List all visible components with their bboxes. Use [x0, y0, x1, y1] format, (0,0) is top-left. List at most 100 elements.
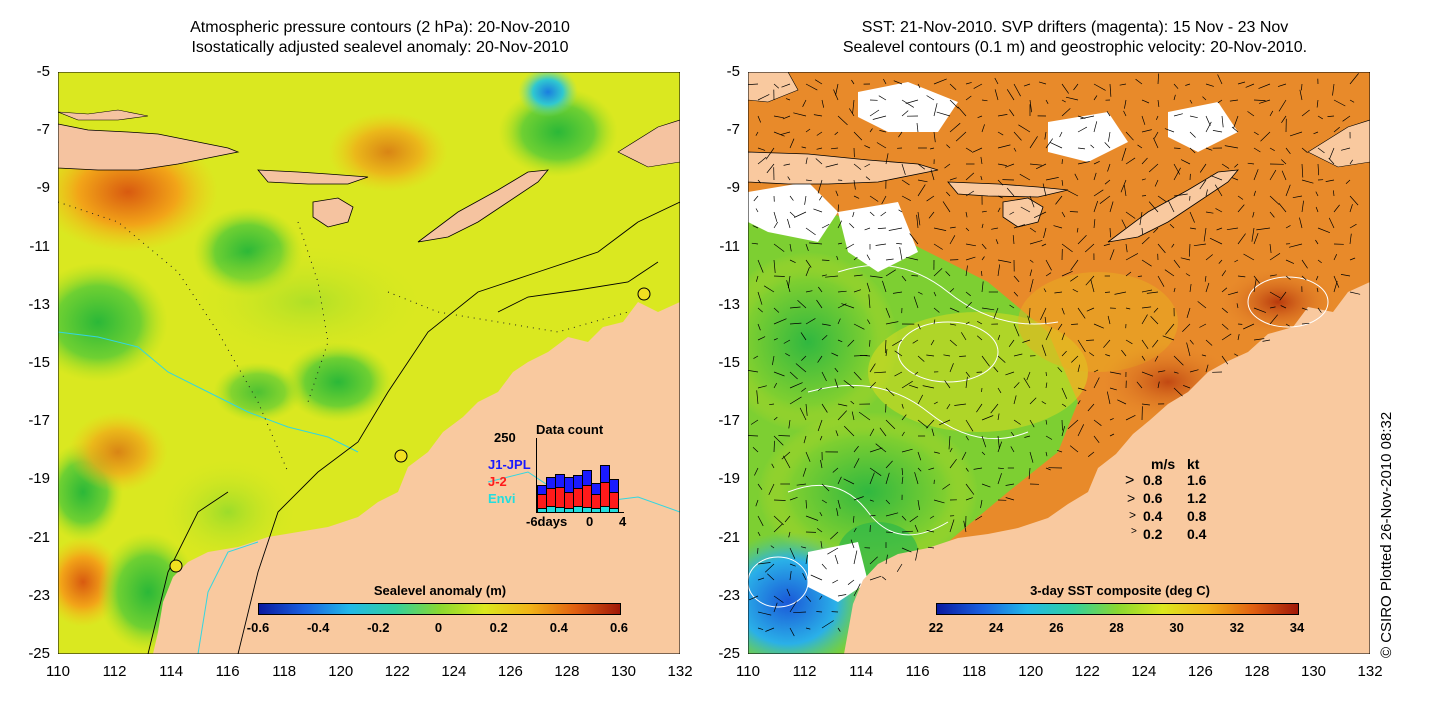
data-count-bar-segment	[546, 505, 556, 513]
velocity-arrow	[808, 242, 823, 245]
velocity-arrow	[896, 563, 903, 572]
velocity-arrow	[1006, 187, 1015, 197]
velocity-arrow	[1333, 254, 1338, 261]
velocity-arrow	[829, 531, 839, 540]
velocity-arrow	[869, 195, 879, 202]
velocity-arrow	[917, 467, 922, 472]
velocity-arrow	[851, 79, 855, 85]
data-count-legend-item: J-2	[488, 474, 507, 489]
velocity-arrow	[1043, 288, 1047, 293]
velocity-arrow	[850, 400, 855, 405]
velocity-arrow	[853, 323, 865, 330]
velocity-arrow	[961, 451, 967, 460]
velocity-arrow	[1005, 497, 1015, 501]
velocity-arrow	[764, 563, 775, 573]
velocity-arrow	[917, 83, 921, 89]
velocity-arrow	[1057, 323, 1063, 330]
velocity-arrow	[1135, 78, 1143, 85]
velocity-arrow	[917, 291, 923, 295]
velocity-arrow	[1157, 73, 1159, 85]
velocity-arrow	[1150, 315, 1159, 325]
y-tick-label: -7	[726, 121, 740, 139]
y-tick-label: -21	[28, 528, 50, 546]
velocity-arrow	[1173, 355, 1184, 366]
velocity-arrow	[789, 138, 795, 149]
x-tick-label: 116	[905, 663, 930, 680]
velocity-arrow	[837, 476, 842, 485]
velocity-arrow	[997, 387, 1002, 394]
velocity-arrow	[817, 355, 823, 363]
colorbar-tick-label: 0.6	[609, 620, 629, 635]
velocity-arrow	[1029, 136, 1038, 149]
velocity-arrow	[858, 411, 871, 421]
velocity-arrow	[1345, 179, 1351, 185]
velocity-arrow	[1285, 259, 1295, 264]
velocity-arrow	[981, 210, 987, 213]
velocity-arrow	[768, 483, 775, 496]
velocity-arrow	[805, 243, 809, 252]
data-count-bar-segment	[591, 507, 601, 513]
velocity-arrow	[817, 419, 823, 432]
velocity-arrow	[991, 227, 999, 230]
velocity-arrow	[1157, 99, 1160, 107]
colorbar-tick-label: -0.6	[246, 620, 270, 635]
velocity-arrow	[990, 403, 999, 414]
velocity-arrow	[901, 99, 914, 108]
velocity-arrow	[961, 332, 967, 341]
velocity-arrow	[794, 211, 807, 218]
velocity-arrow	[869, 556, 878, 565]
velocity-arrow	[917, 179, 928, 183]
velocity-arrow	[864, 163, 871, 168]
data-count-x-mid: 0	[586, 514, 594, 529]
velocity-arrow	[869, 211, 875, 217]
velocity-arrow	[1164, 128, 1175, 133]
x-tick-label: 122	[384, 663, 410, 680]
velocity-arrow	[1045, 382, 1048, 389]
velocity-arrow	[1215, 208, 1223, 213]
velocity-arrow	[1205, 364, 1209, 373]
velocity-arrow	[944, 163, 951, 169]
velocity-arrow	[993, 307, 999, 320]
velocity-arrow	[892, 339, 903, 347]
data-count-bar-segment	[555, 506, 565, 513]
velocity-arrow	[788, 419, 791, 429]
velocity-arrow	[882, 280, 887, 293]
velocity-arrow	[1069, 211, 1079, 213]
data-count-bar-segment	[582, 484, 592, 508]
velocity-arrow	[945, 271, 951, 277]
velocity-arrow	[933, 243, 943, 250]
velocity-arrow	[885, 387, 895, 396]
velocity-arrow	[789, 547, 796, 559]
velocity-arrow	[1173, 167, 1181, 181]
velocity-arrow	[869, 128, 873, 133]
velocity-arrow	[965, 190, 975, 197]
velocity-arrow	[1328, 217, 1335, 229]
y-tick-label: -25	[28, 645, 50, 662]
velocity-arrow	[981, 270, 983, 277]
velocity-arrow	[885, 419, 896, 430]
velocity-arrow	[1258, 83, 1271, 89]
velocity-arrow	[1152, 339, 1159, 348]
velocity-arrow	[997, 144, 1011, 149]
velocity-arrow	[1173, 371, 1179, 374]
velocity-arrow	[901, 179, 910, 186]
velocity-arrow	[914, 472, 919, 485]
velocity-arrow	[771, 463, 775, 469]
velocity-arrow	[901, 476, 904, 485]
velocity-arrow	[976, 403, 983, 413]
velocity-arrow	[1141, 289, 1153, 293]
velocity-arrow	[1121, 219, 1127, 229]
velocity-arrow	[994, 77, 999, 85]
velocity-arrow	[965, 172, 975, 181]
velocity-arrow	[789, 563, 796, 567]
velocity-arrow	[1067, 190, 1079, 197]
velocity-legend-kt: 1.6	[1187, 472, 1207, 488]
velocity-arrow	[1045, 327, 1053, 341]
velocity-arrow	[1109, 201, 1114, 213]
velocity-arrow	[874, 371, 887, 374]
velocity-arrow	[1029, 397, 1037, 405]
velocity-arrow	[1269, 274, 1277, 277]
velocity-arrow	[943, 354, 951, 357]
velocity-arrow	[1013, 275, 1020, 283]
velocity-arrow	[1231, 126, 1239, 133]
